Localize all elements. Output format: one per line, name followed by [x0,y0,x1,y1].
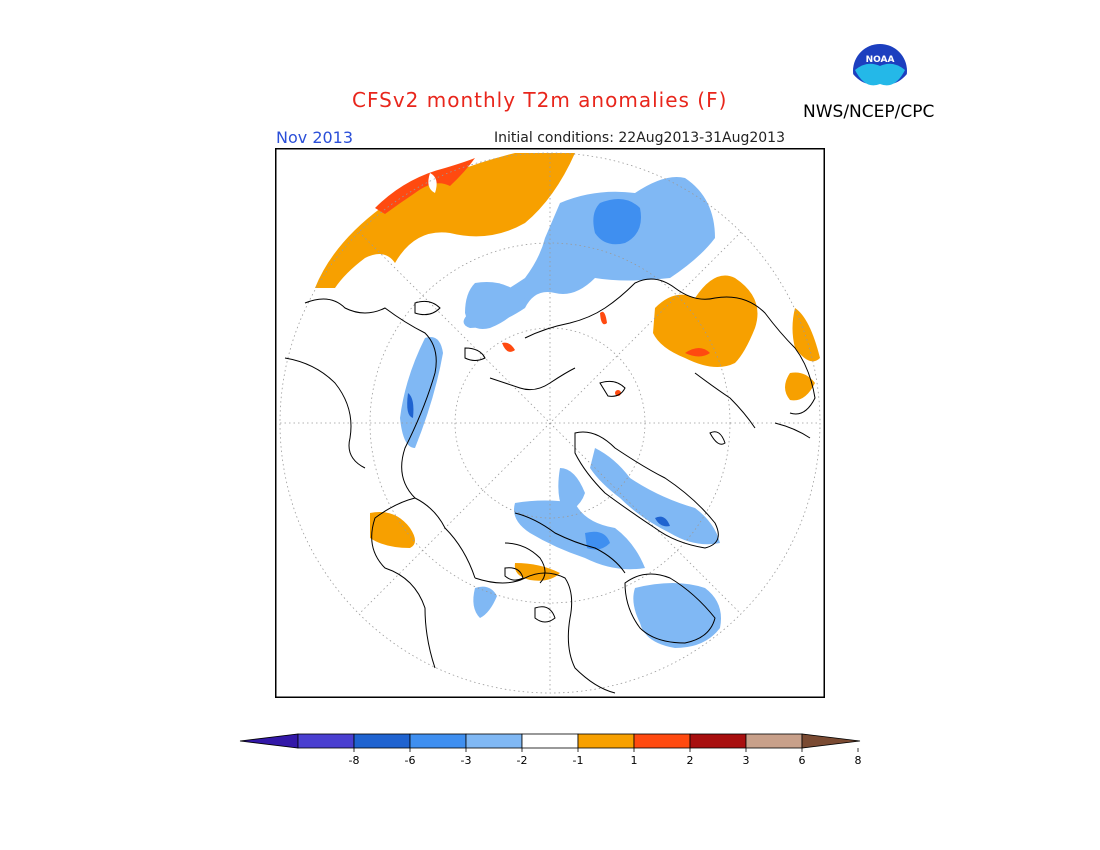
colorbar-segment [633,733,691,749]
noaa-logo: NOAA [850,41,910,101]
colorbar-segment [689,733,747,749]
chart-title: CFSv2 monthly T2m anomalies (F) [352,88,728,112]
agency-label: NWS/NCEP/CPC [803,102,935,122]
map-frame [275,148,825,698]
colorbar-tick-label: 6 [799,754,806,767]
initial-conditions: Initial conditions: 22Aug2013-31Aug2013 [494,130,785,146]
colorbar-tick-label: -3 [461,754,472,767]
graticule [279,152,821,694]
colorbar-segment [465,733,523,749]
colorbar-tick-label: -1 [573,754,584,767]
colorbar-tick-label: 8 [855,754,862,767]
coastlines [284,278,816,694]
logo-text: NOAA [866,55,895,65]
colorbar: -8 -6 -3 -2 -1 1 2 3 6 8 [239,733,862,767]
colorbar-segment [353,733,411,749]
colorbar-segment [297,733,355,749]
forecast-month: Nov 2013 [276,128,354,147]
colorbar-arrow-high [801,733,861,749]
colorbar-tick-label: 2 [687,754,694,767]
colorbar-arrow-low [239,733,299,749]
colorbar-segment [521,733,579,749]
colorbar-tick-label: 1 [631,754,638,767]
colorbar-tick-label: -2 [517,754,528,767]
colorbar-tick-label: -6 [405,754,416,767]
colorbar-tick-label: 3 [743,754,750,767]
anomaly-shading [315,153,820,648]
colorbar-segment [745,733,803,749]
polar-map [275,148,825,698]
colorbar-tick-label: -8 [349,754,360,767]
colorbar-segment [577,733,635,749]
colorbar-segment [409,733,467,749]
